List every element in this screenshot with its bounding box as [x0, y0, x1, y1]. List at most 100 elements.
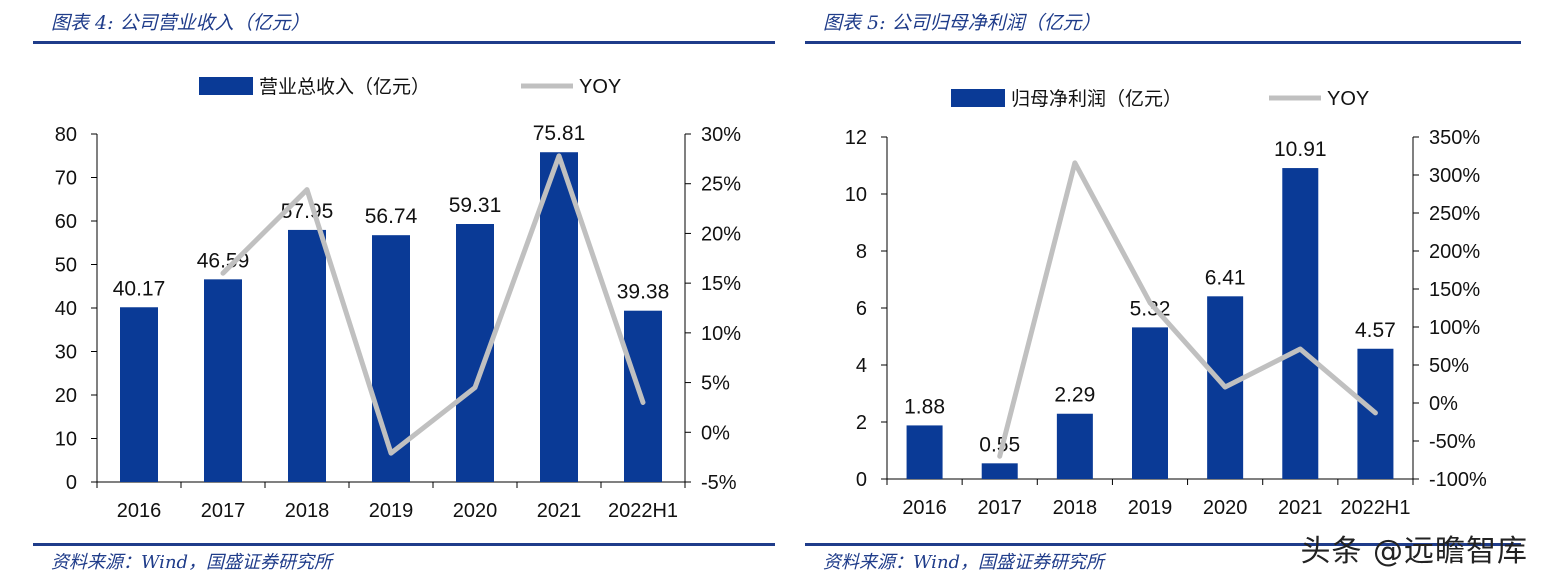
left-tick-label: 4 [856, 355, 867, 377]
watermark-text: 头条 @远瞻智库 [1300, 534, 1528, 569]
left-tick-label: 6 [856, 298, 867, 320]
right-tick-label: 5% [701, 373, 730, 395]
left-tick-label: 8 [856, 241, 867, 263]
net-profit-chart: 归母净利润（亿元） YOY 0 2 4 6 8 10 12 -100% -50% 0% 50% 100% 1… [845, 88, 1487, 519]
category-label: 2020 [1203, 497, 1248, 519]
panel-title: 图表 4: 公司营业收入（亿元） [51, 12, 310, 34]
source-note: 资料来源：Wind，国盛证券研究所 [823, 552, 1105, 573]
bar [981, 463, 1018, 479]
left-tick-label: 0 [66, 472, 77, 494]
data-label: 56.74 [365, 205, 418, 228]
source-rule [805, 543, 1521, 546]
chart-panel-net-profit: 图表 5: 公司归母净利润（亿元） 归母净利润（亿元） YOY 0 2 4 6 8 10 12 -… [805, 0, 1521, 582]
category-label: 2016 [117, 500, 162, 522]
bar [288, 229, 326, 482]
legend-bar-swatch [951, 89, 1005, 107]
category-label: 2021 [1278, 497, 1323, 519]
left-tick-label: 30 [55, 342, 77, 364]
right-tick-label: 350% [1429, 127, 1480, 149]
data-label: 10.91 [1274, 138, 1327, 161]
left-tick-label: 12 [845, 127, 867, 149]
yoy-point [1299, 348, 1301, 350]
bar [540, 152, 578, 482]
yoy-point [558, 155, 560, 157]
category-label: 2019 [369, 500, 414, 522]
source-note: 资料来源：Wind，国盛证券研究所 [51, 552, 333, 573]
left-tick-label: 20 [55, 385, 77, 407]
category-label: 2022H1 [1340, 497, 1410, 519]
yoy-point [1374, 412, 1376, 414]
yoy-point [1074, 162, 1076, 164]
data-label: 40.17 [113, 277, 166, 300]
left-tick-label: 0 [856, 469, 867, 491]
yoy-point [1224, 386, 1226, 388]
yoy-point [390, 452, 392, 454]
left-tick-label: 50 [55, 255, 77, 277]
right-tick-label: -5% [701, 472, 737, 494]
right-tick-label: 300% [1429, 165, 1480, 187]
data-label: 75.81 [533, 122, 586, 145]
right-tick-label: 15% [701, 273, 741, 295]
right-tick-label: 100% [1429, 317, 1480, 339]
legend-label-yoy: YOY [579, 76, 621, 98]
right-tick-label: 150% [1429, 279, 1480, 301]
data-label: 2.29 [1054, 384, 1095, 407]
bar [1282, 168, 1319, 479]
category-label: 2021 [537, 500, 582, 522]
source-rule [33, 543, 775, 546]
category-label: 2017 [977, 497, 1022, 519]
category-label: 2017 [201, 500, 246, 522]
right-tick-label: 0% [1429, 393, 1458, 415]
left-tick-label: 70 [55, 168, 77, 190]
data-label: 4.57 [1355, 319, 1396, 342]
yoy-point [474, 387, 476, 389]
right-tick-label: 30% [701, 124, 741, 146]
right-tick-label: 20% [701, 223, 741, 245]
left-tick-label: 40 [55, 298, 77, 320]
title-rule [805, 41, 1521, 44]
data-label: 39.38 [617, 281, 670, 304]
category-label: 2016 [902, 497, 947, 519]
legend-label-bar: 营业总收入（亿元） [259, 76, 430, 98]
data-label: 1.88 [904, 395, 945, 418]
yoy-point [1149, 302, 1151, 304]
category-label: 2019 [1128, 497, 1173, 519]
left-tick-label: 60 [55, 211, 77, 233]
bar [906, 425, 943, 479]
legend-label-bar: 归母净利润（亿元） [1011, 88, 1182, 110]
right-tick-label: 25% [701, 174, 741, 196]
bar [1132, 327, 1168, 479]
legend-bar-swatch [199, 77, 253, 95]
data-label: 6.41 [1205, 266, 1246, 289]
yoy-point [642, 401, 644, 403]
right-tick-label: 200% [1429, 241, 1480, 263]
category-label: 2018 [1053, 497, 1098, 519]
right-tick-label: 250% [1429, 203, 1480, 225]
data-label: 0.55 [979, 433, 1020, 456]
yoy-line [997, 160, 1378, 459]
right-tick-label: 0% [701, 422, 730, 444]
bar [1056, 413, 1093, 479]
data-label: 46.59 [197, 249, 250, 272]
right-tick-label: -100% [1429, 469, 1487, 491]
bar [204, 279, 242, 482]
legend-label-yoy: YOY [1327, 88, 1369, 110]
category-label: 2018 [285, 500, 330, 522]
yoy-point [999, 455, 1001, 457]
title-rule [33, 41, 775, 44]
right-tick-label: 50% [1429, 355, 1469, 377]
left-tick-label: 10 [55, 429, 77, 451]
bar [120, 307, 158, 482]
data-label: 59.31 [449, 194, 502, 217]
left-tick-label: 10 [845, 184, 867, 206]
revenue-chart: 营业总收入（亿元） YOY 0 10 20 30 40 50 60 70 80 -5% 0% 5% 10% 1… [55, 76, 741, 522]
left-tick-label: 2 [856, 412, 867, 434]
right-tick-label: -50% [1429, 431, 1476, 453]
yoy-point [306, 189, 308, 191]
chart-panel-revenue: 图表 4: 公司营业收入（亿元） 营业总收入（亿元） YOY 0 10 20 30 40 50… [33, 0, 775, 582]
category-label: 2022H1 [608, 500, 678, 522]
left-tick-label: 80 [55, 124, 77, 146]
right-tick-label: 10% [701, 323, 741, 345]
yoy-point [222, 272, 224, 274]
panel-title: 图表 5: 公司归母净利润（亿元） [823, 12, 1101, 34]
